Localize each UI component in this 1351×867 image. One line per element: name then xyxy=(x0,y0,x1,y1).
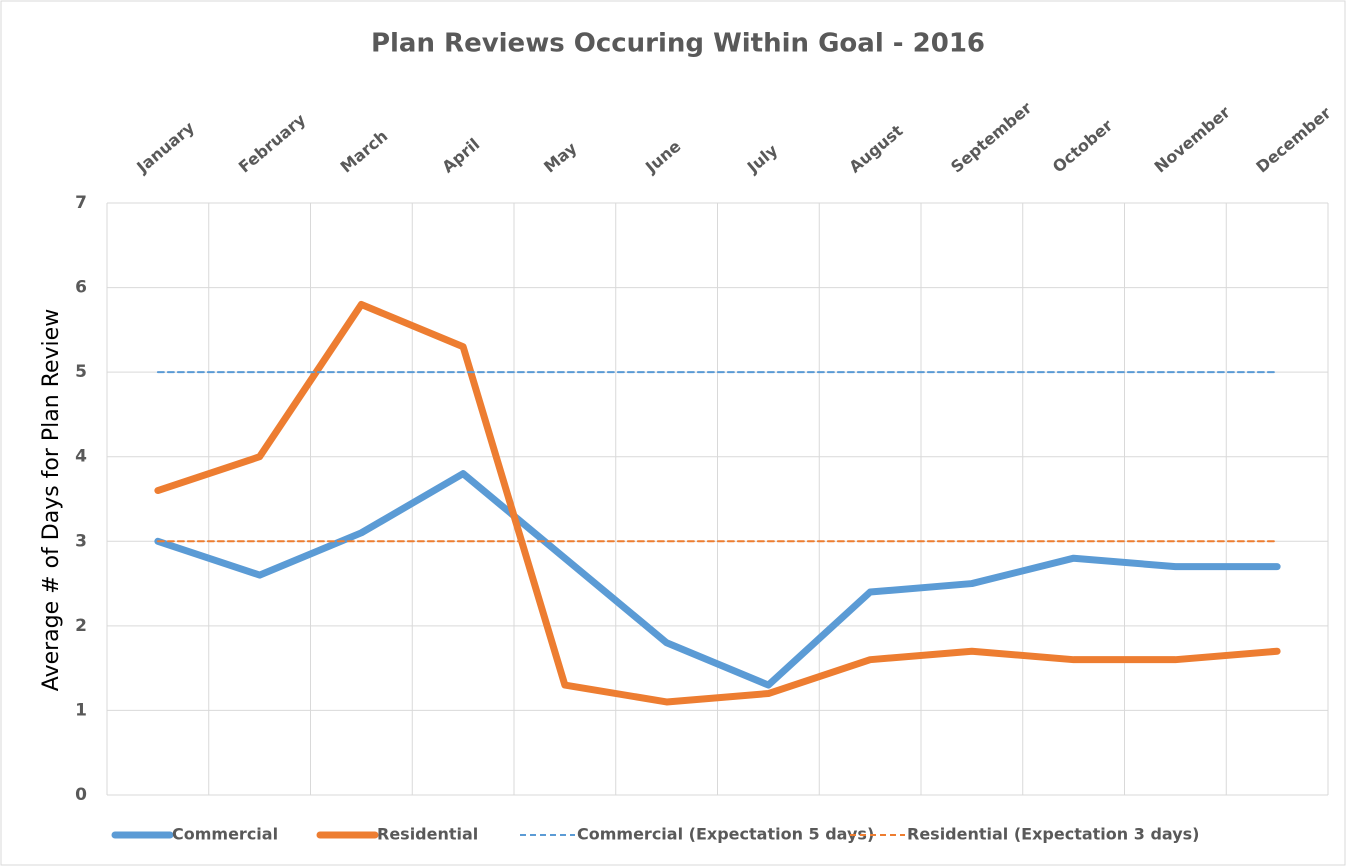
y-tick-label: 2 xyxy=(75,616,87,636)
y-axis-label: Average # of Days for Plan Review xyxy=(39,309,64,691)
y-tick-label: 3 xyxy=(75,531,87,551)
series-line xyxy=(154,300,1281,706)
legend-label: Residential xyxy=(377,825,478,844)
series-line xyxy=(154,470,1281,689)
y-tick-label: 6 xyxy=(75,278,87,298)
legend-label: Commercial (Expectation 5 days) xyxy=(577,825,874,844)
y-tick-label: 1 xyxy=(75,700,87,720)
legend-label: Commercial xyxy=(172,825,278,844)
y-tick-label: 4 xyxy=(75,447,87,467)
y-tick-label: 5 xyxy=(75,362,87,382)
y-tick-label: 0 xyxy=(75,785,87,805)
chart-title: Plan Reviews Occuring Within Goal - 2016 xyxy=(371,29,985,59)
legend-label: Residential (Expectation 3 days) xyxy=(907,825,1199,844)
y-tick-label: 7 xyxy=(75,193,87,213)
